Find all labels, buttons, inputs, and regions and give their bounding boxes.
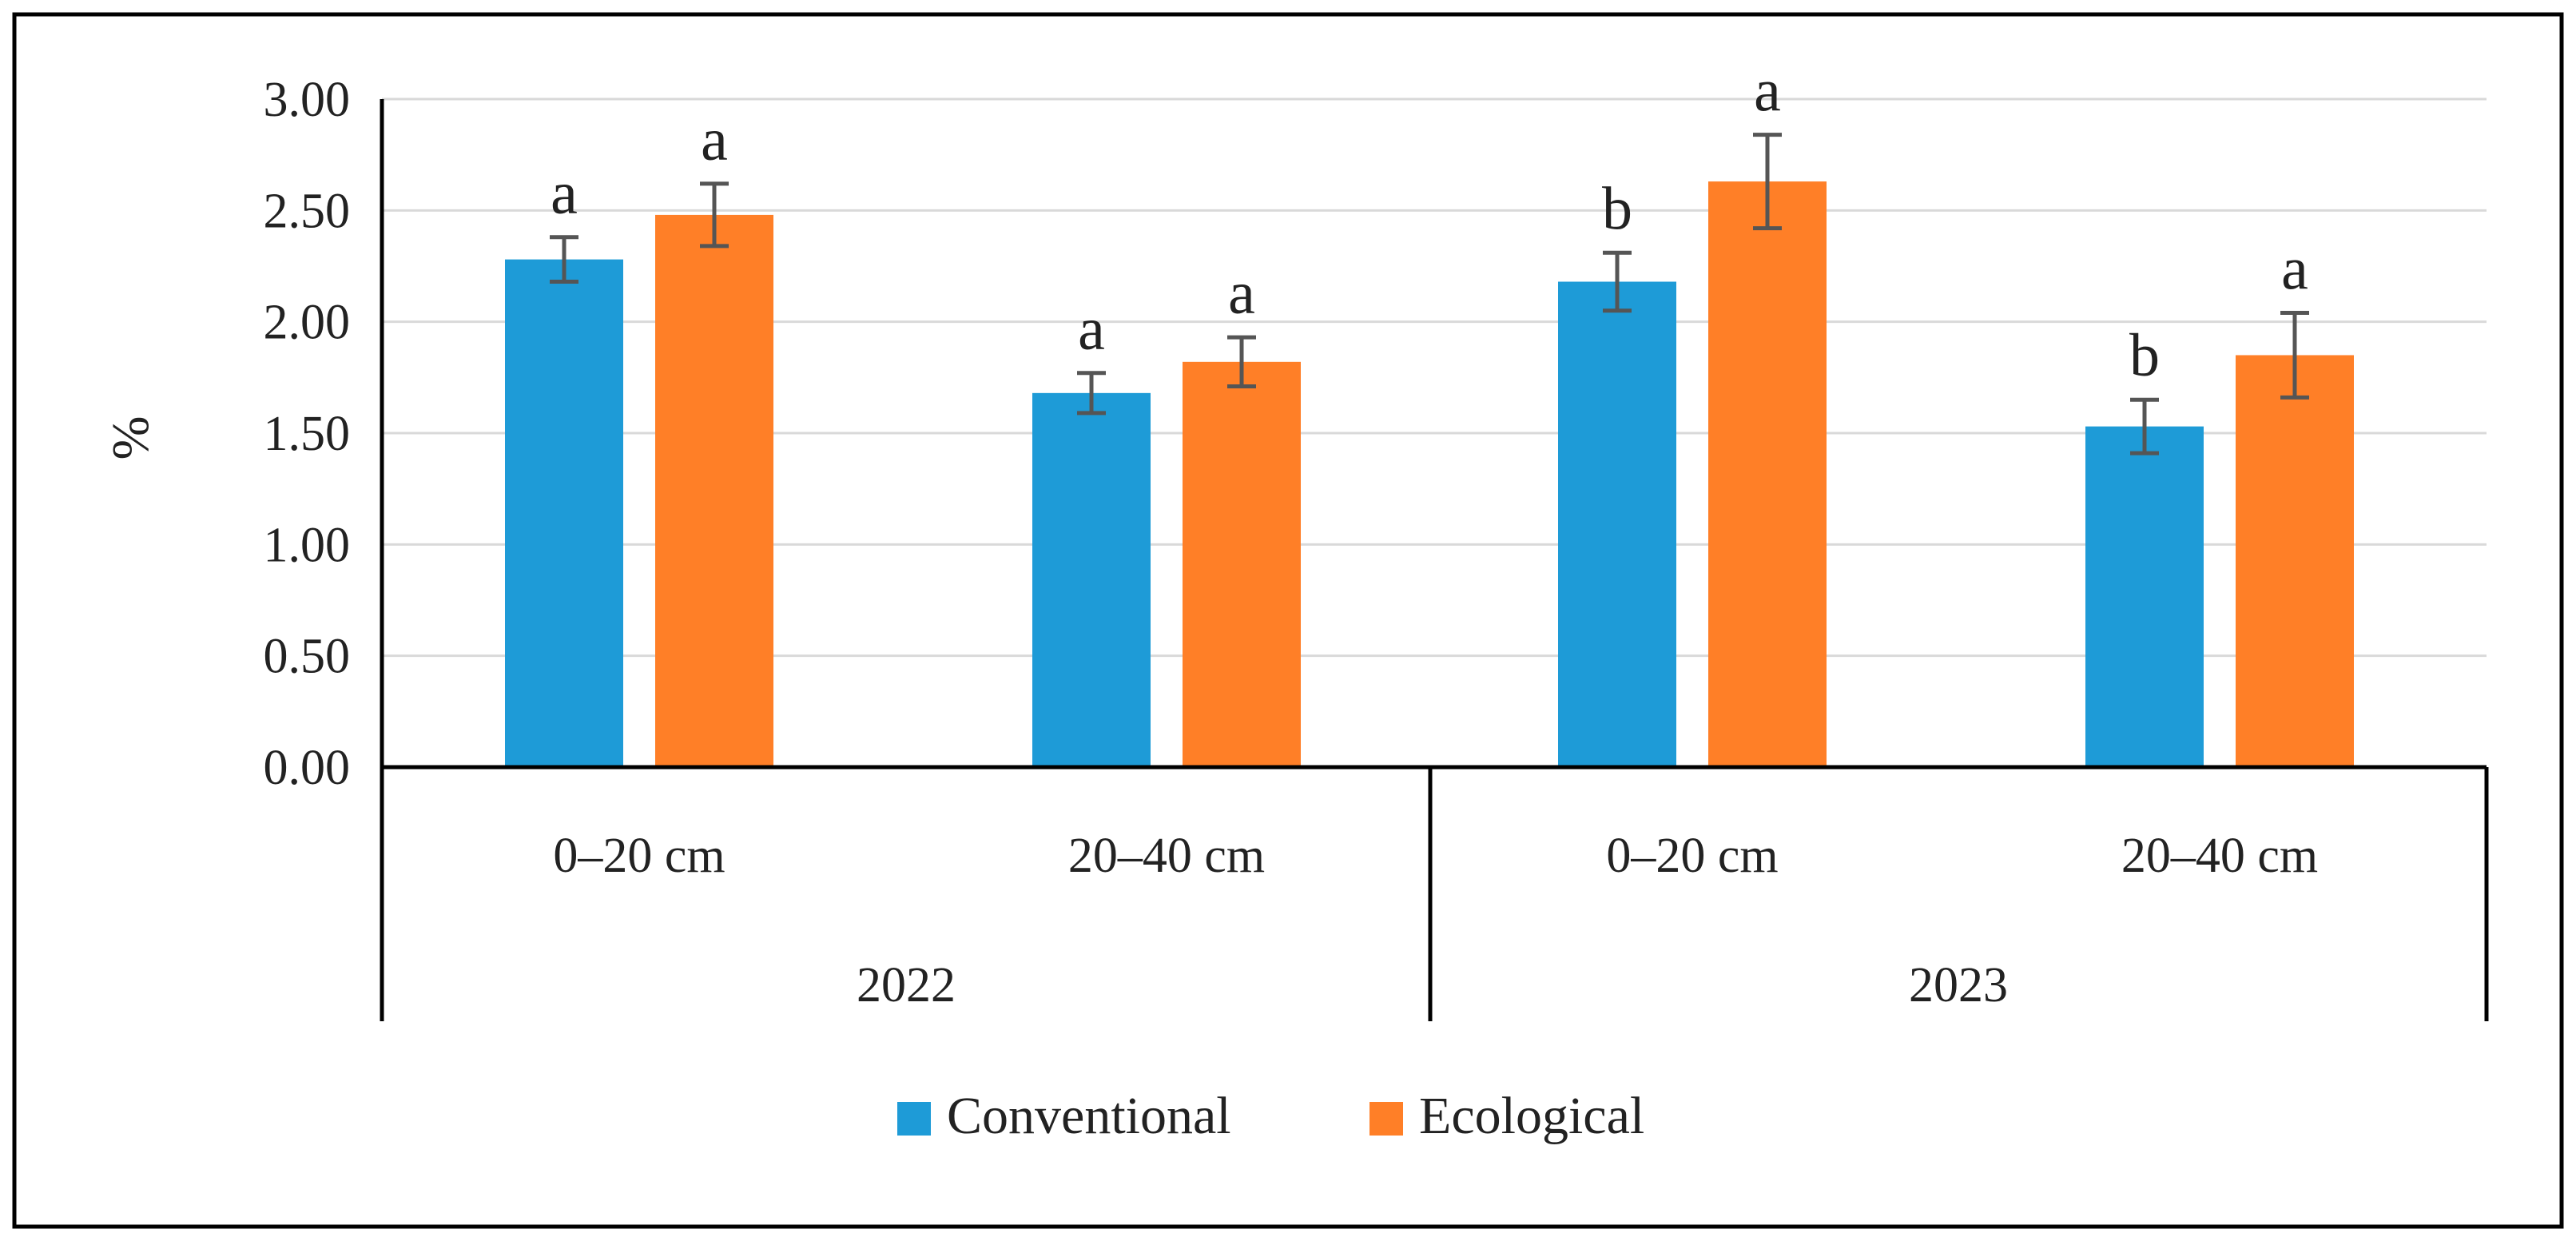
significance-label-ecological-1: a [701, 106, 728, 173]
x-tick-label: 20–40 cm [2121, 829, 2318, 883]
x-tick-label: 0–20 cm [1606, 829, 1778, 883]
y-axis-title: % [101, 416, 160, 460]
bars [505, 181, 2354, 767]
significance-label-ecological-2: a [1228, 260, 1255, 327]
y-tick-label: 2.50 [264, 184, 351, 238]
x-tick-labels: 0–20 cm 20–40 cm 2022 0–20 cm 20–40 cm 2023 [553, 829, 2318, 1012]
significance-label-conventional-1: a [551, 160, 578, 227]
y-tick-label: 2.00 [264, 296, 351, 350]
x-group-label: 2022 [857, 958, 956, 1012]
error-bar-conventional-2 [1077, 371, 1106, 416]
error-bar-conventional-3 [1603, 250, 1632, 313]
bar-conventional-1 [505, 259, 623, 767]
error-bar-ecological-4 [2280, 311, 2309, 400]
x-tick-label: 0–20 cm [553, 829, 725, 883]
error-bar-ecological-1 [700, 181, 729, 249]
y-tick-label: 3.00 [264, 73, 351, 127]
error-bar-conventional-1 [550, 235, 578, 284]
axes [380, 99, 2489, 1021]
x-tick-label: 20–40 cm [1068, 829, 1265, 883]
error-bar-ecological-3 [1753, 133, 1782, 231]
bar-conventional-2 [1032, 392, 1151, 767]
y-tick-labels: 0.00 0.50 1.00 1.50 2.00 2.50 3.00 [264, 73, 351, 795]
error-bar-ecological-2 [1227, 335, 1256, 388]
error-bar-conventional-4 [2130, 397, 2159, 455]
bar-ecological-2 [1183, 361, 1301, 767]
significance-label-conventional-4: b [2129, 322, 2160, 389]
bar-ecological-1 [655, 214, 773, 767]
bar-conventional-4 [2085, 426, 2204, 767]
legend: Conventional Ecological [897, 1087, 1644, 1145]
error-bars [550, 133, 2309, 455]
significance-label-conventional-2: a [1078, 296, 1105, 363]
significance-label-ecological-3: a [1754, 58, 1781, 125]
legend-swatch-conventional [897, 1102, 931, 1136]
legend-label-conventional: Conventional [947, 1087, 1231, 1145]
x-group-label: 2023 [1909, 958, 2008, 1012]
y-tick-label: 0.00 [264, 741, 351, 795]
legend-swatch-ecological [1369, 1102, 1403, 1136]
bar-ecological-3 [1708, 181, 1827, 767]
legend-label-ecological: Ecological [1419, 1087, 1644, 1145]
bar-conventional-3 [1558, 281, 1676, 767]
bar-ecological-4 [2236, 355, 2354, 767]
y-tick-label: 1.00 [264, 518, 351, 572]
significance-labels: a a b b a a a a [551, 58, 2308, 390]
y-tick-label: 0.50 [264, 630, 351, 684]
y-tick-label: 1.50 [264, 407, 351, 461]
significance-label-conventional-3: b [1602, 175, 1632, 242]
significance-label-ecological-4: a [2281, 236, 2308, 303]
